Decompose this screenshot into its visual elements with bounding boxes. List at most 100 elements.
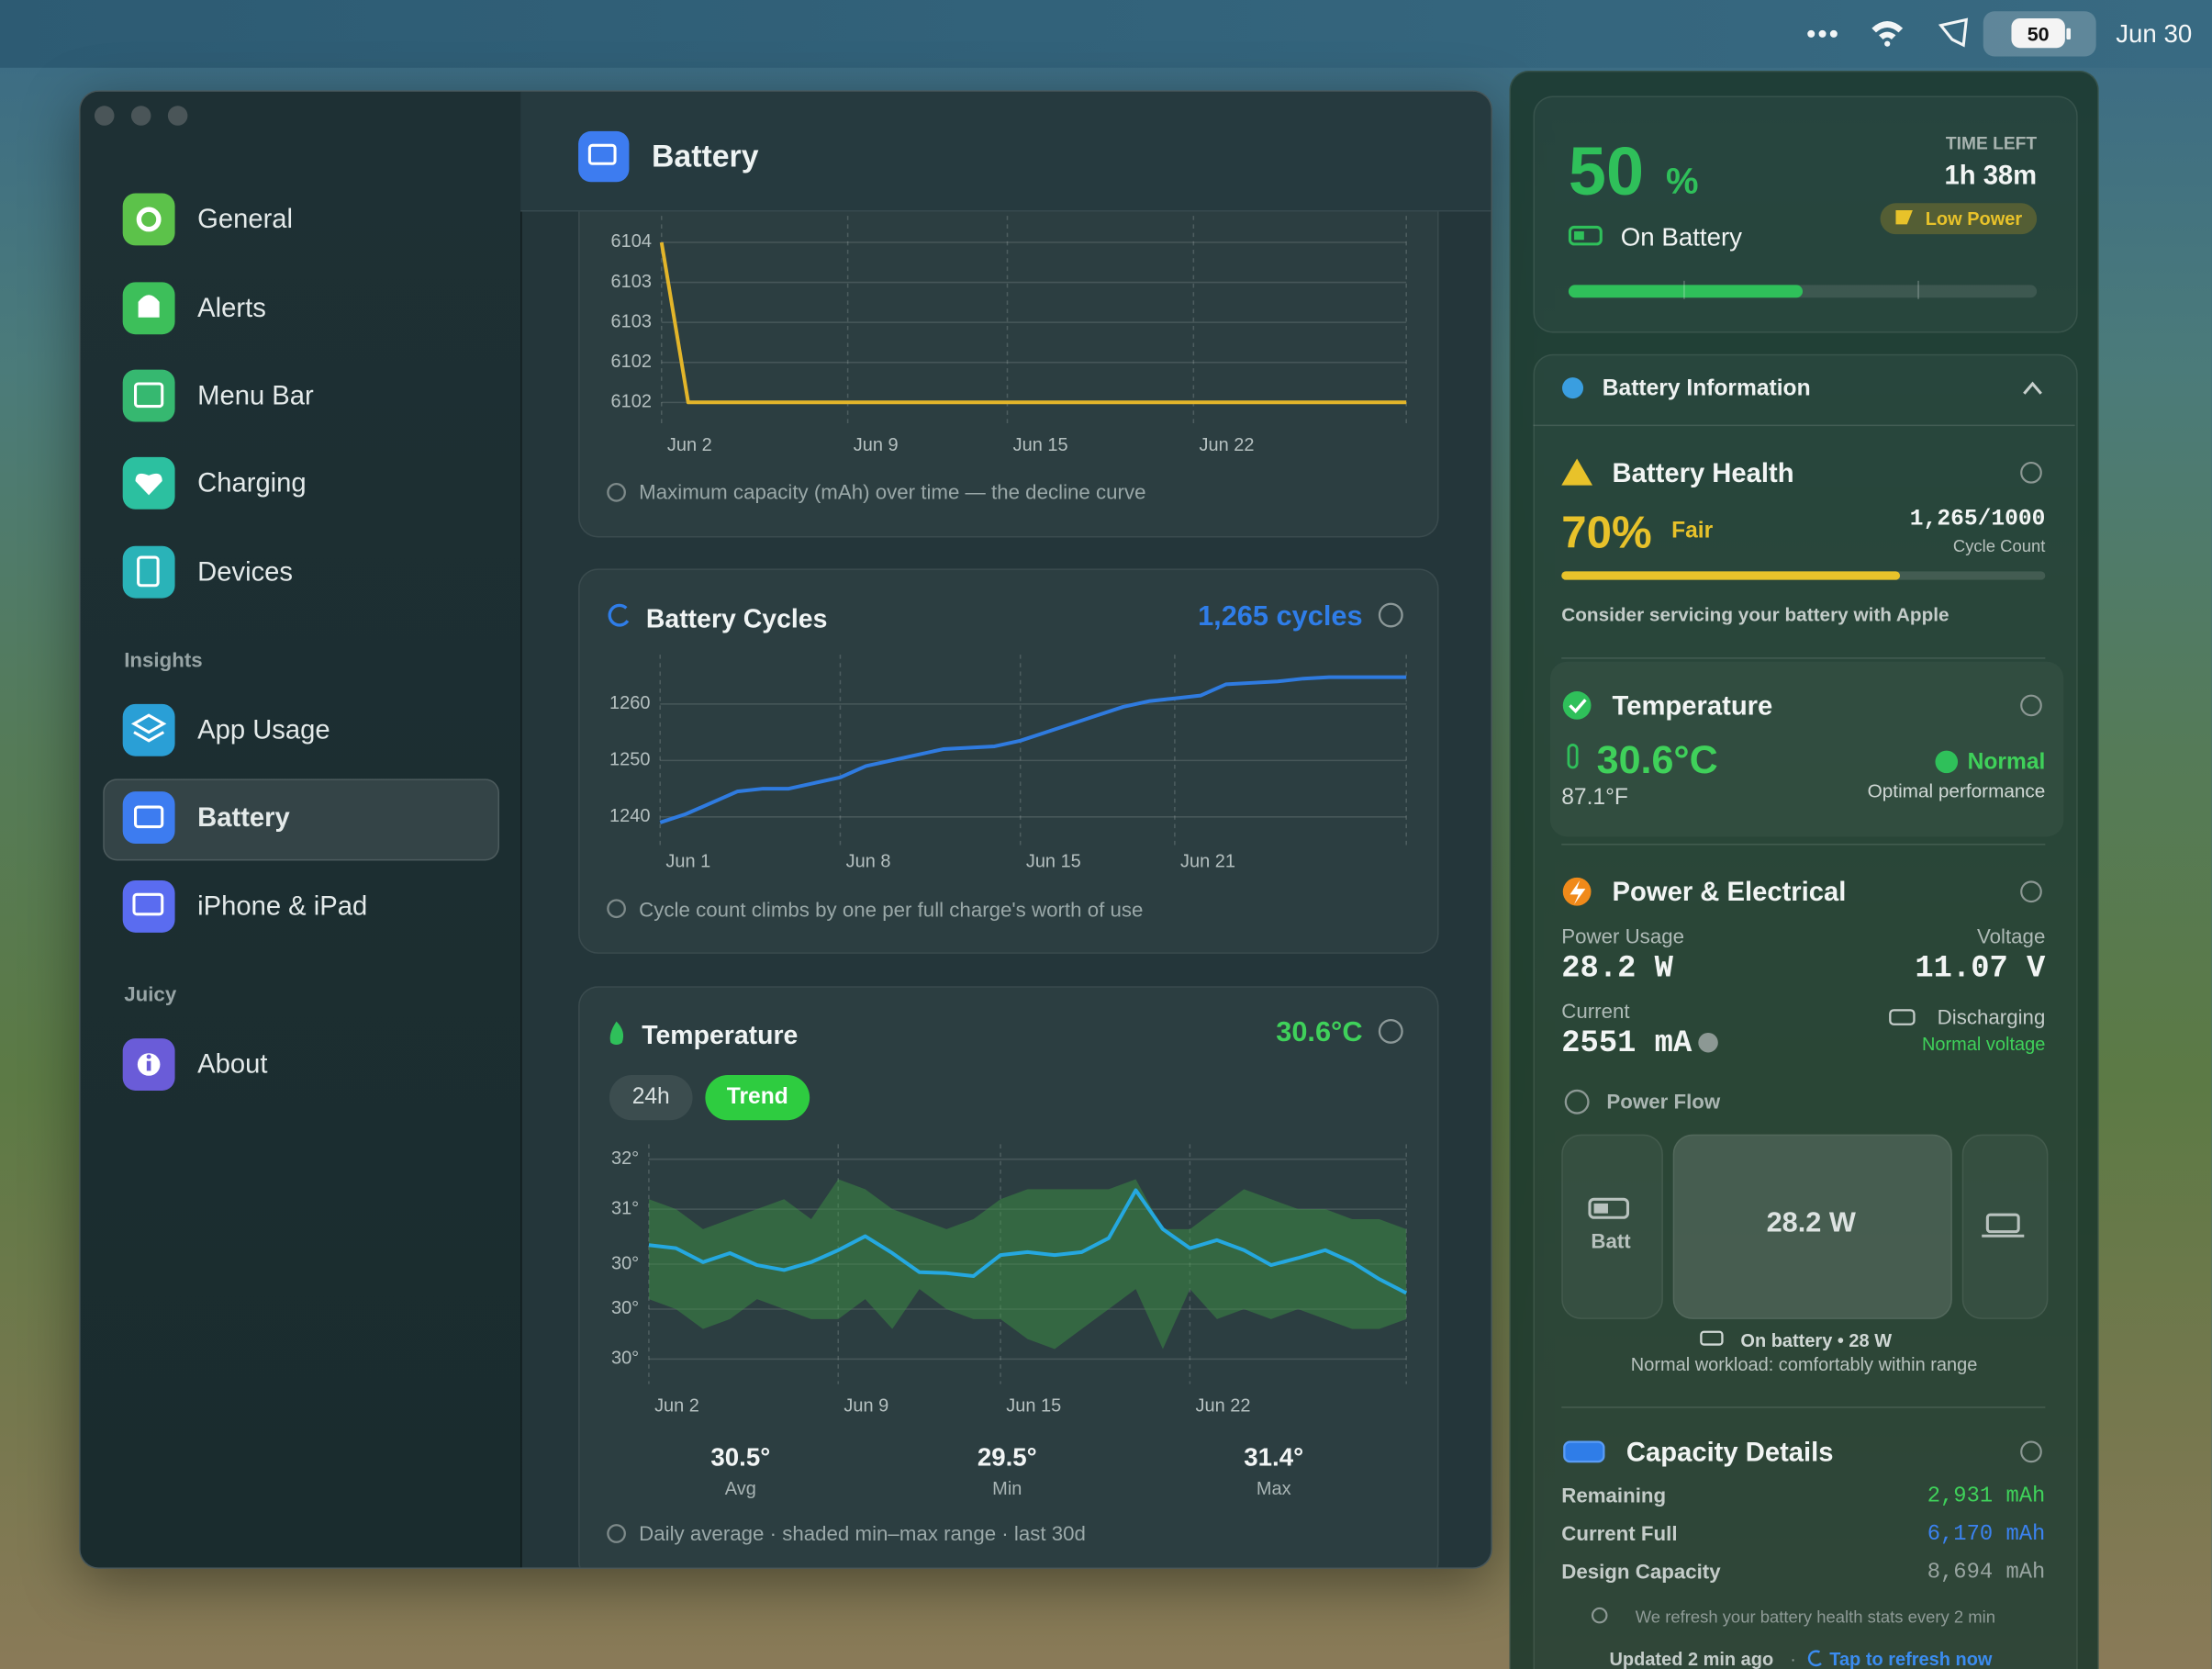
menu-date: Jun 30 (2116, 19, 2193, 49)
capacity-label: Design Capacity (1561, 1561, 1721, 1585)
x-tick-label: Jun 22 (1199, 435, 1254, 455)
temperature-status: Normal (1967, 750, 2046, 775)
separator: · (1790, 1648, 1796, 1669)
health-value: 70% (1561, 506, 1652, 558)
toggle[interactable]: 24h (609, 1075, 693, 1121)
stat-label: Min (992, 1477, 1022, 1499)
divider (1561, 657, 2046, 659)
menu-battery-level: 50 (2027, 22, 2050, 46)
cycles-value: 1,265 cycles (1198, 600, 1363, 633)
y-tick-label: 6102 (611, 352, 652, 372)
y-tick-label: 6102 (611, 392, 652, 412)
time-left-label: TIME LEFT (1945, 133, 2038, 154)
metric-label: Current (1561, 1001, 1630, 1025)
divider (1561, 1406, 2046, 1408)
stat-label: Avg (724, 1477, 756, 1499)
battery-panel: 50 % On Battery TIME LEFT 1h 38m Low Pow… (1509, 70, 2099, 1669)
health-rating: Fair (1671, 519, 1714, 543)
refresh-link[interactable]: Tap to refresh now (1829, 1648, 1993, 1669)
nav-item[interactable]: Charging (197, 468, 307, 499)
info-card (1533, 353, 2078, 1669)
x-tick-label: Jun 9 (854, 435, 899, 455)
stat-value: 29.5° (977, 1443, 1037, 1472)
capacity-value: 6,170 mAh (1927, 1521, 2046, 1547)
y-tick-label: 1240 (609, 806, 650, 826)
chart-caption: Cycle count climbs by one per full charg… (639, 900, 1144, 923)
capacity-value: 2,931 mAh (1927, 1483, 2046, 1509)
cycle-count: 1,265/1000 (1909, 506, 2046, 532)
charts-layer: 6104 6103 6103 6102 6102 Jun 2 Jun 9 Jun 15 Jun … (609, 216, 1408, 1416)
card-title: Battery Cycles (645, 603, 828, 633)
y-tick-label: 32° (611, 1148, 639, 1169)
temperature-fahrenheit: 87.1°F (1561, 785, 1628, 811)
nav-item[interactable]: iPhone & iPad (197, 892, 368, 923)
nav-item[interactable]: Devices (197, 557, 294, 588)
flow-note: Normal workload: comfortably within rang… (1630, 1353, 1978, 1375)
section-title: Battery Health (1612, 459, 1794, 489)
percent-sign: % (1665, 159, 1699, 202)
app-window: General Alerts Menu Bar Charging Devices… (79, 90, 1492, 1569)
metric-label: Voltage (1976, 926, 2046, 949)
updated-label: Updated 2 min ago (1609, 1648, 1774, 1669)
stat-label: Max (1256, 1477, 1291, 1499)
nav-item[interactable]: Battery (197, 803, 290, 834)
y-tick-label: 1260 (609, 693, 650, 713)
power-state: Discharging (1937, 1006, 2046, 1030)
refresh-note: We refresh your battery health stats eve… (1635, 1607, 1995, 1627)
y-tick-label: 31° (611, 1198, 639, 1218)
power-state: On Battery (1620, 222, 1743, 252)
header-icon (578, 130, 630, 183)
y-tick-label: 6103 (611, 311, 652, 331)
content-header: Battery (520, 91, 1491, 212)
flow-title: Power Flow (1606, 1092, 1721, 1115)
cycles-card: Battery Cycles 1,265 cycles Cycle count … (578, 568, 1439, 954)
flow-target-box (1961, 1134, 2049, 1319)
data-line (659, 241, 1407, 405)
temperature-celsius: 30.6°C (1596, 737, 1718, 782)
x-tick-label: Jun 1 (665, 851, 710, 871)
y-tick-label: 30° (611, 1298, 639, 1318)
nav-item[interactable]: General (197, 205, 294, 235)
time-left: 1h 38m (1944, 161, 2038, 192)
metric-value: 28.2 W (1561, 950, 1673, 987)
x-tick-label: Jun 2 (667, 435, 712, 455)
status-card (1533, 95, 2078, 333)
stat-value: 30.5° (710, 1443, 771, 1472)
nav-item[interactable]: Alerts (197, 294, 266, 324)
toggle[interactable]: Trend (705, 1075, 810, 1121)
capacity-value: 8,694 mAh (1927, 1559, 2046, 1585)
x-tick-label: Jun 21 (1180, 851, 1235, 871)
flow-summary: On battery • 28 W (1740, 1329, 1893, 1351)
nav-item[interactable]: App Usage (197, 715, 330, 746)
metric-label: Power Usage (1561, 926, 1685, 949)
cycle-count-label: Cycle Count (1952, 535, 2046, 556)
y-tick-label: 1250 (609, 750, 650, 770)
health-bar (1561, 571, 1901, 580)
divider (1561, 844, 2046, 846)
section-heading: Juicy (124, 984, 177, 1007)
temperature-section (1549, 661, 2064, 837)
x-tick-label: Jun 8 (846, 851, 891, 871)
health-advice: Consider servicing your battery with App… (1561, 604, 1949, 626)
nav-item[interactable]: Menu Bar (197, 381, 314, 411)
metric-value: 2551 mA (1561, 1025, 1693, 1061)
section-title: Power & Electrical (1612, 878, 1847, 908)
flow-value: 28.2 W (1766, 1207, 1856, 1239)
level-bar (1568, 285, 1804, 298)
page-title: Battery (652, 138, 759, 174)
low-power-label: Low Power (1925, 207, 2023, 230)
data-line (659, 675, 1407, 824)
flow-source: Batt (1591, 1231, 1631, 1254)
info-title[interactable]: Battery Information (1602, 376, 1811, 401)
flow-value-box (1672, 1134, 1952, 1319)
x-tick-label: Jun 22 (1196, 1395, 1251, 1416)
section-heading: Insights (124, 650, 203, 673)
level-track (1568, 285, 2038, 298)
card-title: Temperature (642, 1019, 799, 1049)
nav-item[interactable]: About (197, 1050, 268, 1081)
y-tick-label: 30° (611, 1253, 639, 1273)
divider (1533, 424, 2075, 427)
y-tick-label: 6104 (611, 231, 652, 252)
